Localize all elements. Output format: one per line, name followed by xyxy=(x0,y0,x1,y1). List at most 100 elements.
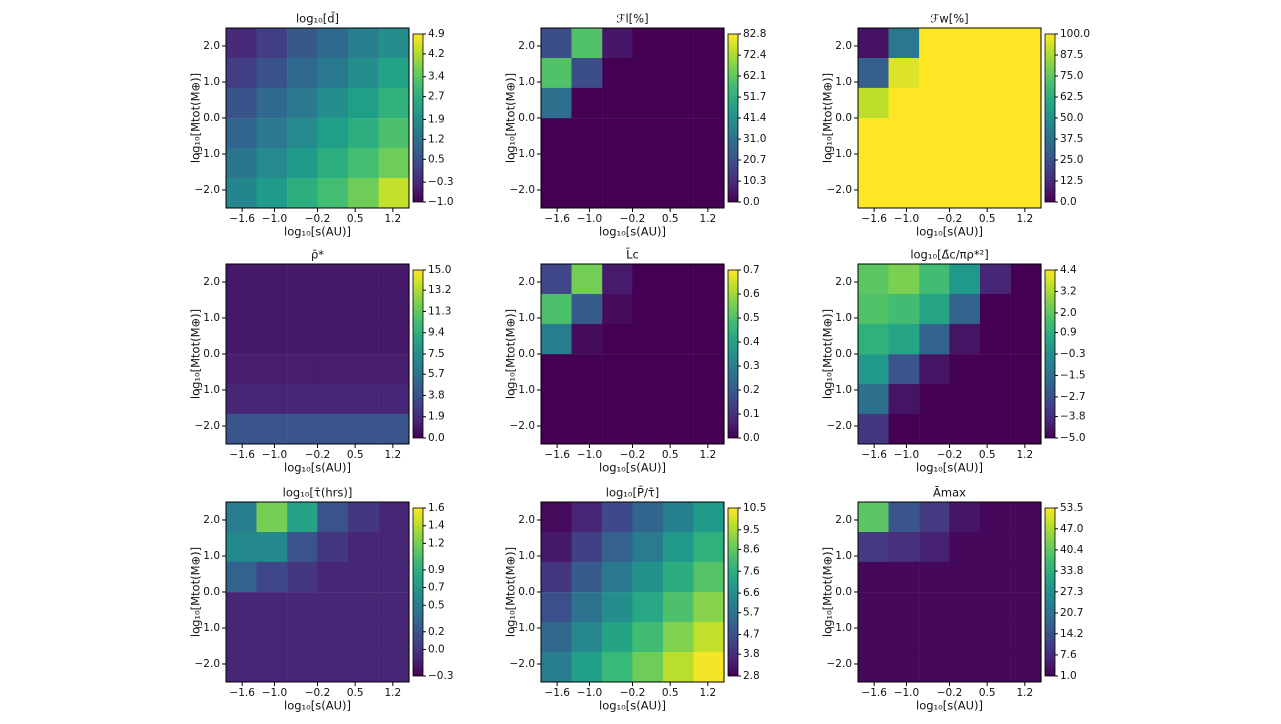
heat-cell xyxy=(980,264,1011,295)
y-tick-label: 2.0 xyxy=(518,514,535,526)
heat-cell xyxy=(348,28,379,59)
heat-cell xyxy=(857,264,889,295)
heat-cell xyxy=(663,118,694,149)
heat-cell xyxy=(1010,28,1042,59)
x-tick-label: −0.2 xyxy=(620,213,646,225)
heat-cell xyxy=(348,264,379,295)
heat-cell xyxy=(919,264,951,295)
x-tick-label: −1.0 xyxy=(577,449,603,461)
colorbar-tick-label: 0.5 xyxy=(743,312,760,324)
y-tick-label: 0.0 xyxy=(203,586,220,598)
heat-cell xyxy=(857,384,889,415)
heat-cell xyxy=(919,592,951,623)
heat-cell xyxy=(317,592,349,623)
colorbar-tick-label: 0.9 xyxy=(428,564,445,576)
x-tick-label: 1.2 xyxy=(1017,687,1034,699)
heat-cell xyxy=(348,622,379,653)
heat-cell xyxy=(540,264,572,295)
heat-cell xyxy=(857,413,889,445)
chart-title: log₁₀[d̄] xyxy=(296,11,339,25)
heat-cell xyxy=(949,58,981,89)
colorbar-tick-label: −0.3 xyxy=(1060,348,1086,360)
x-tick-label: −0.2 xyxy=(937,213,963,225)
y-axis-label: log₁₀[Mtot(M⊕)] xyxy=(504,309,518,399)
heat-cell xyxy=(348,118,379,149)
y-tick-label: −2.0 xyxy=(827,658,853,670)
x-tick-label: −1.0 xyxy=(262,213,288,225)
heat-cell xyxy=(632,148,664,179)
y-tick-label: 1.0 xyxy=(203,76,220,88)
heat-cell xyxy=(256,651,288,683)
colorbar-tick-label: 2.0 xyxy=(1060,307,1077,319)
heat-cell xyxy=(888,592,920,623)
heat-cell xyxy=(919,532,951,563)
heat-cell xyxy=(949,148,981,179)
y-axis-label: log₁₀[Mtot(M⊕)] xyxy=(821,73,835,163)
x-axis-label: log₁₀[s(AU)] xyxy=(916,225,983,239)
heat-cell xyxy=(1010,148,1042,179)
heat-cell xyxy=(378,264,410,295)
heat-cell xyxy=(888,28,920,59)
x-tick-label: −0.2 xyxy=(305,213,331,225)
heat-cell xyxy=(256,118,288,149)
y-tick-label: 2.0 xyxy=(203,40,220,52)
heat-cell xyxy=(225,148,257,179)
heat-cell xyxy=(287,651,319,683)
heat-cell xyxy=(225,264,257,295)
heat-cell xyxy=(888,502,920,533)
heat-cell xyxy=(919,28,951,59)
chart-title: ℱl[%] xyxy=(616,12,648,26)
heat-cell xyxy=(317,264,349,295)
heat-cell xyxy=(571,592,603,623)
heat-cell xyxy=(888,148,920,179)
heat-cell xyxy=(663,622,694,653)
colorbar-tick-label: 0.5 xyxy=(428,153,445,165)
heat-cell xyxy=(857,532,889,563)
colorbar-tick-label: 0.2 xyxy=(743,384,760,396)
colorbar-tick-label: 51.7 xyxy=(743,91,766,103)
x-axis-label: log₁₀[s(AU)] xyxy=(284,225,351,239)
heat-cell xyxy=(378,177,410,209)
heat-cell xyxy=(980,294,1011,325)
colorbar-tick-label: 20.7 xyxy=(743,154,766,166)
heat-cell xyxy=(540,502,572,533)
heat-cell xyxy=(225,532,257,563)
y-axis-label: log₁₀[Mtot(M⊕)] xyxy=(189,309,203,399)
y-axis-label: log₁₀[Mtot(M⊕)] xyxy=(189,73,203,163)
chart-title: ℱw[%] xyxy=(930,12,968,26)
heat-cell xyxy=(540,413,572,445)
heat-cell xyxy=(602,413,634,445)
heat-cell xyxy=(348,177,379,209)
heat-cell xyxy=(317,651,349,683)
heat-cell xyxy=(256,384,288,415)
heat-cell xyxy=(1010,118,1042,149)
x-tick-label: −1.0 xyxy=(894,213,920,225)
y-tick-label: 0.0 xyxy=(203,112,220,124)
heat-cell xyxy=(693,532,725,563)
colorbar-tick-label: 25.0 xyxy=(1060,154,1083,166)
heat-cell xyxy=(857,28,889,59)
heat-cell xyxy=(949,592,981,623)
y-tick-label: 2.0 xyxy=(835,514,852,526)
x-tick-label: −1.6 xyxy=(861,213,887,225)
heat-cell xyxy=(348,323,379,355)
y-tick-label: −2.0 xyxy=(827,184,853,196)
colorbar-tick-label: 5.7 xyxy=(428,368,445,380)
x-tick-label: −1.0 xyxy=(262,449,288,461)
heat-cell xyxy=(857,354,889,385)
heat-cell xyxy=(378,502,410,533)
heat-cell xyxy=(378,384,410,415)
y-tick-label: 1.0 xyxy=(203,550,220,562)
heat-cell xyxy=(287,384,319,415)
heat-cell xyxy=(378,87,410,119)
heat-cell xyxy=(225,177,257,209)
colorbar-tick-label: 37.5 xyxy=(1060,133,1083,145)
y-tick-label: 1.0 xyxy=(835,76,852,88)
heat-cell xyxy=(919,651,951,683)
heat-cell xyxy=(632,87,664,119)
heat-cell xyxy=(287,532,319,563)
colorbar-tick-label: 3.2 xyxy=(1060,285,1077,297)
heat-cell xyxy=(540,294,572,325)
y-tick-label: −1.0 xyxy=(510,148,536,160)
